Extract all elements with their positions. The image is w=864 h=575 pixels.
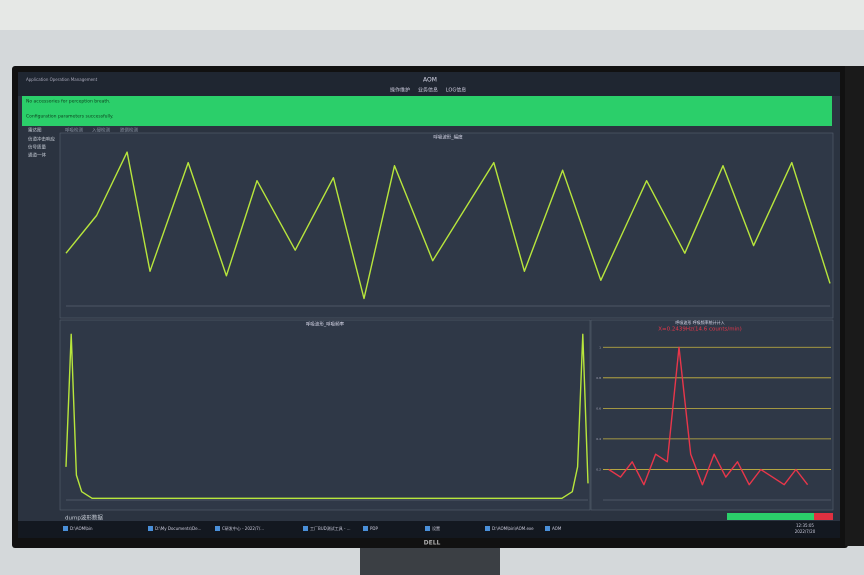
taskbar-icon[interactable] [63,526,68,531]
taskbar-icon[interactable] [363,526,368,531]
y-tick-label: 0.4 [596,437,601,441]
y-tick-label: 0.6 [596,406,601,410]
taskbar-item[interactable]: D:\My Documents\De... [155,526,201,531]
app-name: Application Operation Management [26,77,98,82]
chart-title: 呼吸波形_幅度 [433,134,463,141]
chart-title: 呼吸波形_呼吸频率 [306,321,345,328]
taskbar-icon[interactable] [485,526,490,531]
menu-item[interactable]: LOG信息 [446,87,466,94]
tab[interactable]: 呼吸检测 [65,127,83,134]
taskbar-item[interactable]: 工厂BUD测试工具 - ... [310,525,351,531]
taskbar-icon[interactable] [545,526,550,531]
status-line: No accessories for perception breath. [26,99,110,105]
monitor-stand [360,548,500,575]
ceiling [0,0,864,30]
data-line [608,346,809,486]
clock-date: 2022/7/20 [795,529,816,534]
tab[interactable]: 入侵检测 [92,127,110,134]
clock-time: 12:35:05 [796,523,814,528]
menu-item[interactable]: 操作维护 [390,87,410,94]
status-line: Configuration parameters successfully. [26,114,113,120]
sidebar-item[interactable]: 信号质量 [28,144,46,151]
taskbar-item[interactable]: 设置 [432,525,440,531]
taskbar-icon[interactable] [148,526,153,531]
chart-panel [59,132,834,319]
taskbar-item[interactable]: PDP [370,526,378,531]
taskbar-item[interactable]: C研发中心 - 2022/7/... [222,525,264,531]
monitor-logo: DELL [424,540,441,547]
data-line [65,333,589,499]
data-line [65,151,831,300]
chart-annotation: X=0.2439Hz(14.6 counts/min) [658,327,742,333]
status-indicator [814,513,833,520]
second-monitor [845,66,864,546]
taskbar-item[interactable]: D:\AOM\bin\AOM.exe [492,526,534,531]
menu-item[interactable]: 业务信息 [418,87,438,94]
taskbar-item[interactable]: AOM [552,526,562,531]
taskbar-item[interactable]: D:\AOM\bin [70,526,93,531]
tab[interactable]: 跌倒检测 [120,127,138,134]
taskbar-icon[interactable] [425,526,430,531]
status-indicators [727,513,833,520]
sidebar-item[interactable]: 通道一体 [28,152,46,159]
taskbar-icon[interactable] [215,526,220,531]
taskbar-icon[interactable] [303,526,308,531]
status-bar [22,96,832,126]
y-tick-label: 0.2 [596,467,601,471]
y-tick-label: 0.8 [596,376,601,380]
window-title: AOM [423,77,437,84]
chart-panel [590,319,834,511]
sidebar-item[interactable]: 雷达图 [28,127,42,134]
title-bar [18,72,840,96]
sidebar-item[interactable]: 信道冲击响应 [28,136,55,143]
y-tick-label: 1 [599,345,601,349]
chart-panel [59,319,591,511]
chart-title: 呼吸波形 呼吸频率统计计入 [675,319,724,325]
dump-button[interactable]: dump波形数据 [65,514,103,522]
